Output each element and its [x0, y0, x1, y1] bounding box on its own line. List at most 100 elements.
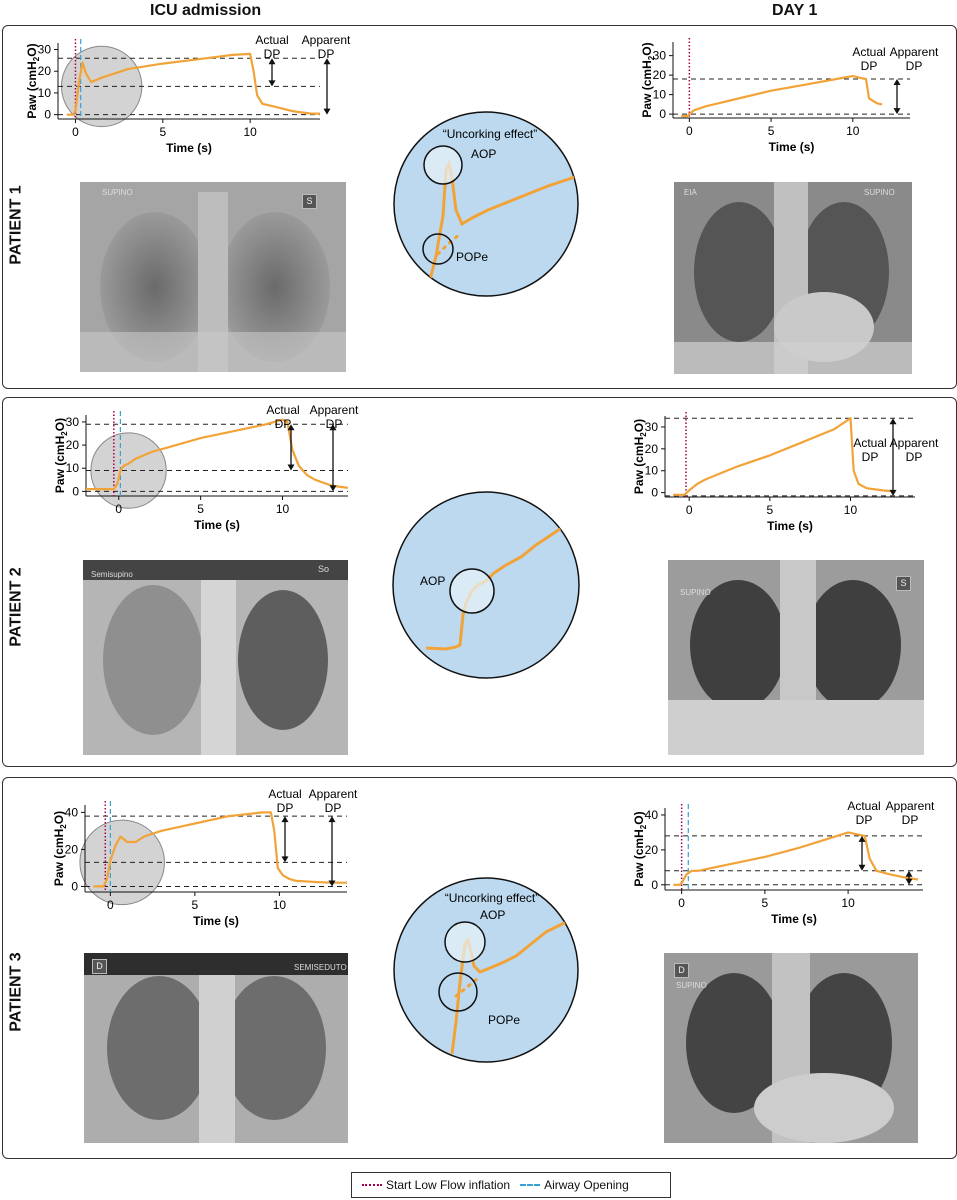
y-axis-label: Paw (cmH2O) [632, 811, 648, 886]
x-tick-label: 5 [762, 896, 769, 910]
y-tick-label: 0 [71, 879, 78, 893]
aop-circle [423, 145, 463, 185]
apparent-dp-label: DP [902, 813, 919, 827]
xray-tag: SEMISEDUTO [294, 963, 347, 972]
y-tick-label: 20 [38, 64, 52, 78]
chest-xray-p3-day1: D SUPINO [664, 953, 918, 1143]
x-tick-label: 10 [243, 125, 257, 139]
xray-rendering [664, 953, 918, 1143]
actual-dp-label: Actual [268, 787, 301, 801]
chest-xray-p3-icu: D SEMISEDUTO [84, 953, 348, 1143]
actual-dp-arrow [858, 835, 866, 871]
actual-dp-label: Actual [266, 403, 299, 417]
pope-circle [438, 972, 478, 1012]
x-axis-label: Time (s) [771, 912, 817, 926]
legend: Start Low Flow inflation Airway Opening [351, 1172, 671, 1198]
x-tick-label: 0 [72, 125, 79, 139]
y-axis-label: Paw (cmH2O) [632, 419, 648, 494]
x-tick-label: 5 [766, 503, 773, 517]
aop-label: AOP [420, 574, 445, 588]
y-tick-label: 0 [659, 107, 666, 121]
chest-xray-p1-icu: SUPINO S [80, 182, 346, 372]
uncorking-label: “Uncorking effect” [445, 891, 539, 905]
y-tick-label: 30 [645, 420, 659, 434]
apparent-dp-label: DP [326, 417, 343, 431]
x-axis-label: Time (s) [166, 141, 212, 155]
xray-rendering [668, 560, 924, 755]
x-tick-label: 0 [686, 124, 693, 138]
legend-label-start: Start Low Flow inflation [386, 1178, 511, 1192]
xray-rendering [83, 560, 348, 755]
y-axis-label: Paw (cmH2O) [25, 43, 41, 118]
x-tick-label: 10 [273, 898, 287, 912]
apparent-dp-label: Apparent [886, 799, 935, 813]
apparent-dp-arrow [323, 58, 331, 115]
y-tick-label: 10 [645, 464, 659, 478]
x-tick-label: 10 [276, 502, 290, 516]
xray-rendering [80, 182, 346, 372]
aop-circle [444, 921, 486, 963]
y-tick-label: 10 [66, 461, 80, 475]
apparent-dp-label: Apparent [310, 403, 359, 417]
legend-item-airway: Airway Opening [520, 1178, 629, 1192]
actual-dp-label: DP [856, 813, 873, 827]
apparent-dp-arrow [328, 816, 336, 887]
x-tick-label: 10 [841, 896, 855, 910]
y-tick-label: 30 [653, 49, 667, 63]
x-tick-label: 0 [678, 896, 685, 910]
apparent-dp-arrow [905, 870, 913, 885]
x-axis-label: Time (s) [767, 519, 813, 533]
inset-p1: “Uncorking effect” AOP POPe [393, 111, 579, 297]
x-tick-label: 5 [192, 898, 199, 912]
pressure-trace [673, 417, 896, 496]
y-axis-label: Paw (cmH2O) [52, 811, 68, 886]
xray-tag: EIA [684, 188, 697, 197]
xray-tag-2: SUPINO [864, 188, 895, 197]
y-tick-label: 10 [653, 88, 667, 102]
x-axis-label: Time (s) [769, 140, 815, 154]
apparent-dp-arrow [893, 79, 901, 115]
x-tick-label: 0 [107, 898, 114, 912]
actual-dp-label: DP [264, 47, 281, 61]
actual-dp-arrow [287, 424, 295, 471]
x-tick-label: 5 [197, 502, 204, 516]
pressure-trace [673, 831, 919, 886]
actual-dp-arrow [281, 816, 289, 863]
actual-dp-label: Actual [255, 33, 288, 47]
pope-circle [422, 233, 454, 265]
xray-marker: D [92, 959, 107, 974]
xray-marker: S [302, 194, 317, 209]
x-tick-label: 0 [115, 502, 122, 516]
pressure-trace [66, 52, 320, 116]
y-tick-label: 20 [645, 843, 659, 857]
legend-swatch-start [362, 1184, 382, 1186]
pressure-trace [681, 75, 883, 118]
uncorking-label: “Uncorking effect” [443, 127, 537, 141]
actual-dp-label: DP [862, 450, 879, 464]
apparent-dp-label: Apparent [309, 787, 358, 801]
pope-label: POPe [488, 1013, 520, 1027]
y-tick-label: 20 [653, 68, 667, 82]
y-axis-label: Paw (cmH2O) [53, 418, 69, 493]
pressure-trace [93, 811, 347, 888]
y-tick-label: 0 [651, 878, 658, 892]
pressure-trace [86, 418, 349, 491]
apparent-dp-label: DP [325, 801, 342, 815]
chest-xray-p2-icu: Semisupino So [83, 560, 348, 755]
x-tick-label: 0 [686, 503, 693, 517]
y-tick-label: 20 [645, 442, 659, 456]
y-tick-label: 30 [66, 415, 80, 429]
actual-dp-label: Actual [847, 799, 880, 813]
y-tick-label: 10 [38, 86, 52, 100]
x-tick-label: 10 [846, 124, 860, 138]
inset-trace [426, 159, 578, 289]
apparent-dp-arrow [329, 424, 337, 492]
y-axis-label: Paw (cmH2O) [640, 42, 656, 117]
chest-xray-p1-day1: EIA SUPINO [674, 182, 912, 374]
xray-marker: D [674, 963, 689, 978]
xray-rendering [674, 182, 912, 374]
apparent-dp-label: DP [318, 47, 335, 61]
